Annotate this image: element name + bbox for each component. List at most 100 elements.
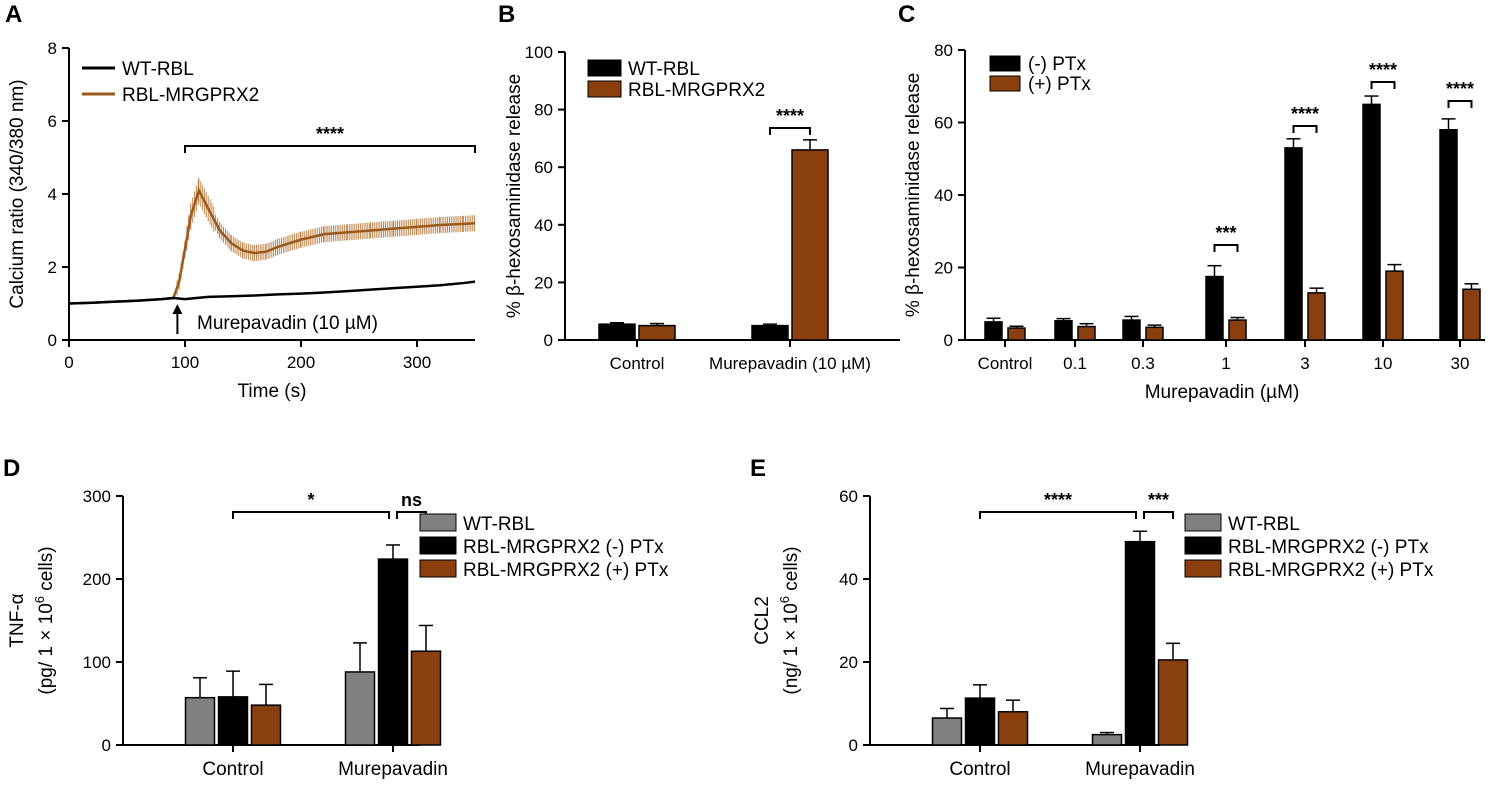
a-x-tick-label: 0 — [64, 353, 73, 372]
a-y-tick-label: 4 — [48, 185, 57, 204]
panel-letter-a: A — [5, 1, 22, 28]
b-legend-label-rbl-mrgprx2: RBL-MRGPRX2 — [628, 80, 765, 101]
e-legend-swatch — [1184, 559, 1222, 578]
e-y-axis-label-2: (ng/ 1 × 106 cells) — [777, 546, 802, 694]
e-legend-label: WT-RBL — [1228, 514, 1300, 535]
d-sig-label: ns — [401, 490, 422, 510]
a-y-tick-label: 6 — [48, 112, 57, 131]
a-arrow-head — [172, 304, 183, 314]
panel-letter-e: E — [750, 455, 766, 482]
e-y-axis-label-1: CCL2 — [752, 596, 773, 645]
e-bar — [964, 697, 996, 746]
a-y-tick-label: 8 — [48, 39, 57, 58]
b-legend-label-wt-rbl: WT-RBL — [628, 59, 700, 80]
d-y-axis-label-2-main: (pg/ 1 × 10 — [36, 603, 57, 694]
e-sig-bracket — [1143, 511, 1174, 519]
b-y-tick-label: 0 — [544, 331, 553, 350]
c-x-tick-label: 3 — [1300, 354, 1309, 373]
c-bar — [1054, 320, 1073, 341]
b-sig-bracket — [769, 127, 811, 135]
c-bar — [1122, 319, 1141, 341]
d-bar — [344, 671, 376, 746]
panel-letter-b: B — [498, 1, 515, 28]
b-y-tick-label: 40 — [534, 216, 553, 235]
c-x-axis-label: Murepavadin (µM) — [1145, 382, 1300, 403]
b-bar — [791, 149, 829, 341]
c-bar — [1307, 292, 1326, 341]
e-y-tick-label: 0 — [849, 736, 858, 755]
c-sig-label: *** — [1215, 223, 1236, 243]
d-sig-label: * — [307, 490, 314, 510]
a-legend-label-rbl-mrgprx2: RBL-MRGPRX2 — [122, 85, 259, 106]
e-legend-swatch — [1184, 536, 1222, 555]
c-sig-bracket — [1447, 100, 1473, 108]
b-x-tick-label: Control — [610, 354, 665, 373]
chart-a: 0 2 4 6 8 0 100 200 300 Time (s) Calcium ratio (34… — [7, 39, 476, 402]
a-x-axis-label: Time (s) — [238, 381, 307, 402]
d-bar — [377, 558, 409, 746]
d-y-axis-label-sup: 6 — [32, 596, 47, 603]
c-bar — [984, 321, 1003, 341]
b-y-tick-label: 80 — [534, 101, 553, 120]
d-legend-swatch — [419, 536, 457, 555]
e-x-tick-label: Control — [949, 759, 1010, 780]
c-sig-label: **** — [1446, 79, 1474, 99]
e-sig-bracket — [979, 511, 1137, 519]
d-bar — [250, 704, 282, 746]
e-y-axis-label-sup: 6 — [777, 596, 792, 603]
d-bar — [410, 650, 442, 746]
c-x-tick-label: 10 — [1374, 354, 1393, 373]
d-x-tick-label: Control — [202, 759, 263, 780]
d-legend-swatch — [419, 559, 457, 578]
c-y-tick-label: 80 — [934, 41, 953, 60]
c-bar — [1439, 129, 1458, 341]
e-y-tick-label: 60 — [839, 487, 858, 506]
c-x-tick-label: 0.3 — [1131, 354, 1155, 373]
b-sig-label: **** — [776, 106, 804, 126]
e-sig-label: *** — [1148, 490, 1169, 510]
d-legend-swatch — [419, 513, 457, 532]
e-sig-label: **** — [1044, 490, 1072, 510]
b-y-tick-label: 100 — [525, 43, 553, 62]
c-bar — [1145, 326, 1164, 341]
a-series-wt-rbl-line — [68, 280, 476, 305]
d-bar — [184, 696, 216, 746]
c-bar — [1362, 103, 1381, 341]
a-sig-label: **** — [316, 124, 344, 144]
e-bar — [1157, 659, 1189, 746]
c-sig-label: **** — [1291, 104, 1319, 124]
c-sig-label: **** — [1369, 60, 1397, 80]
d-y-axis-label-2-end: cells) — [36, 546, 57, 596]
c-legend-label-pos-ptx: (+) PTx — [1028, 74, 1091, 95]
d-sig-bracket — [232, 511, 390, 519]
d-legend-label: WT-RBL — [463, 514, 535, 535]
c-sig-bracket — [1370, 81, 1396, 89]
d-legend-label: RBL-MRGPRX2 (+) PTx — [463, 560, 669, 581]
b-x-tick-label: Murepavadin (10 µM) — [709, 354, 871, 373]
c-bar — [1007, 327, 1026, 341]
c-bar — [1205, 275, 1224, 341]
a-annotation: Murepavadin (10 µM) — [197, 313, 378, 334]
b-y-tick-label: 60 — [534, 158, 553, 177]
e-bar — [931, 717, 963, 746]
a-legend-label-wt-rbl: WT-RBL — [122, 59, 194, 80]
e-y-axis-label-2-end: cells) — [781, 546, 802, 596]
a-sig-bracket — [184, 145, 476, 153]
a-x-tick-label: 100 — [171, 353, 199, 372]
c-legend-swatch-neg-ptx — [989, 55, 1021, 72]
c-legend-label-neg-ptx: (-) PTx — [1028, 54, 1087, 75]
c-y-tick-label: 40 — [934, 186, 953, 205]
d-legend-label: RBL-MRGPRX2 (-) PTx — [463, 537, 664, 558]
c-sig-bracket — [1213, 244, 1239, 252]
b-bar — [638, 324, 676, 341]
panel-letter-c: C — [898, 1, 915, 28]
b-legend-swatch-rbl-mrgprx2 — [587, 80, 622, 98]
c-bar — [1284, 147, 1303, 341]
c-legend-swatch-pos-ptx — [989, 75, 1021, 92]
a-y-tick-label: 2 — [48, 258, 57, 277]
c-y-tick-label: 60 — [934, 114, 953, 133]
a-y-tick-label: 0 — [48, 331, 57, 350]
